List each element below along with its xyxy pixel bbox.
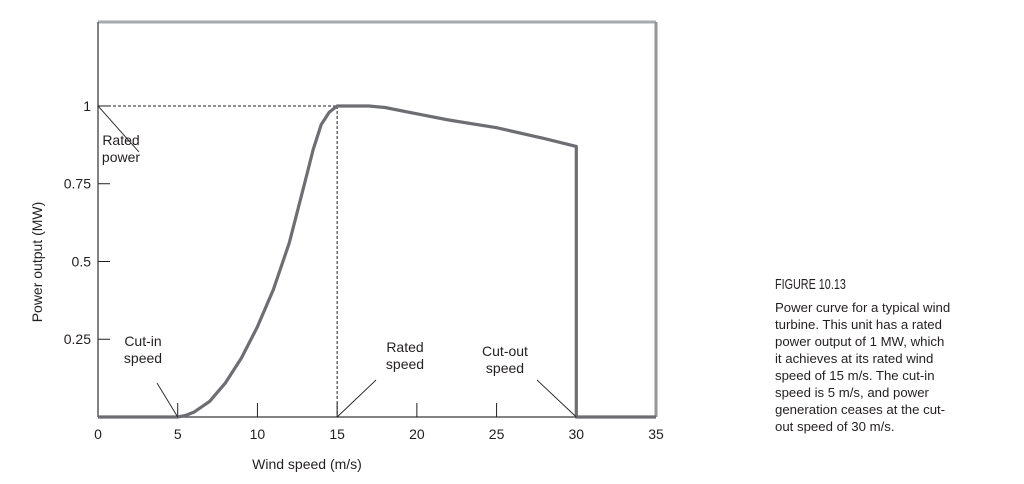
annotation-line: speed [486,360,524,376]
x-tick-label: 10 [250,426,266,442]
annotation-line: Cut-in [124,333,161,349]
x-tick-label: 0 [94,426,102,442]
y-tick-label: 0.5 [72,253,92,269]
annotation-line: power [102,149,140,165]
annotation-leader-line [336,379,377,418]
figure-title: FIGURE 10.13 [775,276,846,293]
x-axis-label: Wind speed (m/s) [252,456,362,472]
x-tick-label: 15 [329,426,345,442]
power-curve-chart: 0 5 10 15 20 25 30 350.250.50.751 Rated powerCut… [29,20,664,472]
annotation-line: speed [386,356,424,372]
caption-line: power output of 1 MW, which [775,334,945,349]
caption-line: speed is 5 m/s, and power [775,385,929,400]
y-tick-label: 0.25 [64,331,91,347]
caption-line: generation ceases at the cut- [775,402,946,417]
caption-line: Power curve for a typical wind [775,300,951,315]
caption-line: speed of 15 m/s. The cut-in [775,368,935,383]
y-tick-label: 1 [83,98,91,114]
annotation-leader-line [536,379,577,418]
reference-lines [98,105,338,417]
annotation-leader-line [156,382,179,418]
annotation-label: Cut-out speed [482,343,528,376]
axis-ticks: 0 5 10 15 20 25 30 35 0.25 0.5 0.75 1 [64,98,664,442]
x-tick-label: 20 [409,426,425,442]
annotation-leader-line [97,105,140,153]
y-tick-label: 0.75 [64,176,91,192]
annotation-line: speed [124,350,162,366]
annotation-line: Rated [386,339,423,355]
x-tick-label: 5 [174,426,182,442]
x-tick-label: 30 [568,426,584,442]
annotation-line: Cut-out [482,343,528,359]
y-axis-label: Power output (MW) [29,202,45,323]
caption-line: it achieves at its rated wind [775,351,934,366]
figure-caption: FIGURE 10.13 Power curve for a typical w… [775,276,1015,435]
annotation-label: Rated power [102,132,140,165]
figure-caption-text: Power curve for a typical wind turbine. T… [775,299,1015,435]
caption-line: out speed of 30 m/s. [775,419,895,434]
annotation-line: Rated [102,132,139,148]
x-tick-label: 35 [648,426,664,442]
x-tick-label: 25 [489,426,505,442]
plot-frame [97,20,658,418]
annotation-label: Rated speed [386,339,424,372]
power-curve-line [98,104,656,419]
caption-line: turbine. This unit has a rated [775,317,942,332]
annotation-label: Cut-in speed [124,333,162,366]
